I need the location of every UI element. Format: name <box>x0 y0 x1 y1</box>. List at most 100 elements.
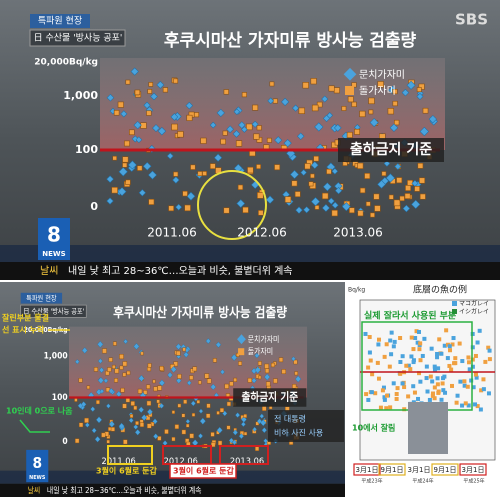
blue-point <box>190 400 196 407</box>
orig-point <box>417 371 422 376</box>
blue-point <box>291 356 296 362</box>
blue-point <box>281 97 290 106</box>
month-note: 3월이 6월로 둔갑 <box>173 466 235 476</box>
orig-point <box>443 390 448 395</box>
orange-point <box>354 128 361 135</box>
orange-point <box>114 368 119 374</box>
blue-point <box>153 433 159 440</box>
zero-note: 10인데 0으로 나옴 <box>6 406 73 416</box>
blue-point <box>292 104 300 112</box>
orange-point <box>388 194 394 200</box>
orig-point <box>473 353 478 358</box>
orange-point <box>370 212 375 218</box>
highlight-circle <box>197 170 267 240</box>
orange-point <box>252 104 259 111</box>
blue-point <box>150 92 158 101</box>
blue-point <box>141 414 148 421</box>
blue-point <box>91 427 97 434</box>
orig-point <box>376 342 381 347</box>
orange-point <box>392 100 398 107</box>
orig-point <box>364 392 369 397</box>
orange-point <box>265 368 270 374</box>
blue-point <box>264 373 271 381</box>
orange-point <box>294 191 301 198</box>
blue-point <box>226 125 234 133</box>
blue-point <box>261 427 267 434</box>
orange-point <box>284 196 292 203</box>
blue-point <box>175 343 182 350</box>
orig-legend-marker <box>452 301 457 306</box>
orange-point <box>331 209 338 217</box>
orig-point <box>402 385 407 390</box>
orange-point <box>177 403 182 408</box>
annotations: 잘린부분 물결선 표시 누락 10인데 0으로 나옴 3월이 6월로 둔갑 3월이 6… <box>2 313 344 479</box>
orange-point <box>392 88 398 95</box>
orange-point <box>210 442 216 448</box>
orig-point <box>389 352 394 357</box>
orange-point <box>368 97 375 105</box>
orange-point <box>226 425 231 430</box>
orange-point <box>257 361 262 366</box>
blue-point <box>135 136 143 144</box>
blue-point <box>238 121 246 129</box>
orange-point <box>253 133 260 140</box>
legend-marker <box>238 348 245 356</box>
orig-legend: イシガレイ <box>459 308 489 316</box>
channel: 8 <box>47 223 61 247</box>
blue-point <box>216 426 223 434</box>
blue-point <box>183 351 189 358</box>
orig-point <box>440 381 445 386</box>
orange-point <box>147 363 152 368</box>
orange-point <box>200 137 207 144</box>
channel: 8 <box>32 454 42 472</box>
orig-point <box>382 395 387 400</box>
orange-point <box>153 386 158 392</box>
orange-point <box>162 87 168 93</box>
orange-point <box>111 186 118 194</box>
orange-point <box>137 165 143 171</box>
orig-point <box>473 372 478 377</box>
orig-point <box>430 379 435 384</box>
headline-box <box>20 304 87 318</box>
orig-point <box>448 348 453 353</box>
orig-point <box>418 379 423 384</box>
orange-point <box>112 341 117 346</box>
blue-point <box>106 175 114 183</box>
blue-point <box>185 101 194 110</box>
blue-point <box>97 340 104 348</box>
legend-label: 문치가자미 <box>248 334 280 343</box>
orig-point <box>429 346 434 351</box>
orig-point <box>425 389 430 394</box>
orig-point <box>411 347 416 352</box>
orig-point <box>445 356 450 361</box>
blue-point <box>205 338 211 344</box>
x-box-red <box>219 445 269 465</box>
orig-point <box>400 354 405 359</box>
orange-point <box>269 81 275 87</box>
orange-point <box>222 130 228 136</box>
orange-point <box>140 122 147 129</box>
orig-point <box>376 376 381 381</box>
orange-point <box>125 79 131 85</box>
blue-point <box>214 153 223 162</box>
orange-point <box>351 82 357 88</box>
blue-point <box>157 126 167 136</box>
blue-point <box>232 429 238 436</box>
orange-point <box>146 110 152 116</box>
orig-point <box>442 343 447 348</box>
blue-point <box>98 358 103 364</box>
orange-point <box>84 417 89 423</box>
orig-point <box>394 392 399 397</box>
orig-point <box>441 388 446 393</box>
orange-point <box>310 78 317 85</box>
orange-point <box>422 107 429 114</box>
blue-point <box>297 132 305 140</box>
blue-point <box>96 416 103 424</box>
orig-point <box>384 406 389 411</box>
tag-box <box>30 14 90 28</box>
orig-point <box>406 394 411 399</box>
orig-point <box>378 405 383 410</box>
orange-point <box>255 446 260 451</box>
blue-point <box>184 347 190 353</box>
orange-point <box>93 367 98 372</box>
